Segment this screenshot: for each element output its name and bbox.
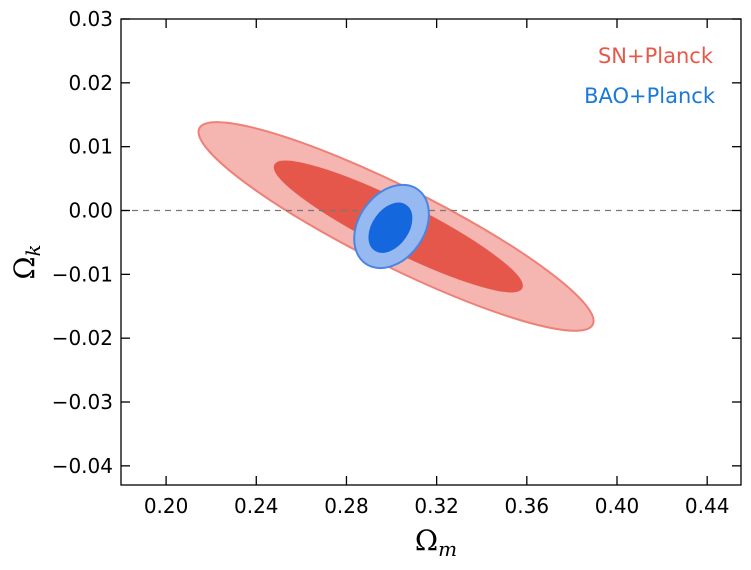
y-tick-label: −0.02: [52, 326, 113, 350]
y-tick-label: −0.03: [52, 390, 113, 414]
y-tick-label: 0.03: [68, 7, 113, 31]
x-tick-label: 0.28: [324, 494, 369, 518]
legend-entry-bao-planck: BAO+Planck: [584, 84, 716, 108]
y-tick-label: 0.00: [68, 199, 113, 223]
x-tick-label: 0.20: [144, 494, 189, 518]
x-tick-label: 0.44: [685, 494, 730, 518]
x-axis-label: Ωm: [415, 524, 457, 561]
y-tick-label: −0.04: [52, 454, 113, 478]
plot-frame: [120, 18, 742, 486]
bao-planck-68-contour: [368, 202, 413, 253]
y-tick-label: 0.01: [68, 135, 113, 159]
x-tick-label: 0.36: [505, 494, 550, 518]
y-tick-label: 0.02: [68, 71, 113, 95]
x-tick-label: 0.40: [595, 494, 640, 518]
contour-layer: [121, 121, 741, 332]
y-axis-ticks: 0.03 0.02 0.01 0.00 −0.01 −0.02 −0.03 −0.04: [52, 7, 741, 478]
y-axis-label: Ωk: [8, 244, 45, 279]
x-tick-label: 0.24: [234, 494, 279, 518]
x-axis-ticks: 0.20 0.24 0.28 0.32 0.36 0.40 0.44: [144, 19, 730, 518]
y-tick-label: −0.01: [52, 262, 113, 286]
x-tick-label: 0.32: [414, 494, 459, 518]
legend-entry-sn-planck: SN+Planck: [598, 44, 714, 68]
